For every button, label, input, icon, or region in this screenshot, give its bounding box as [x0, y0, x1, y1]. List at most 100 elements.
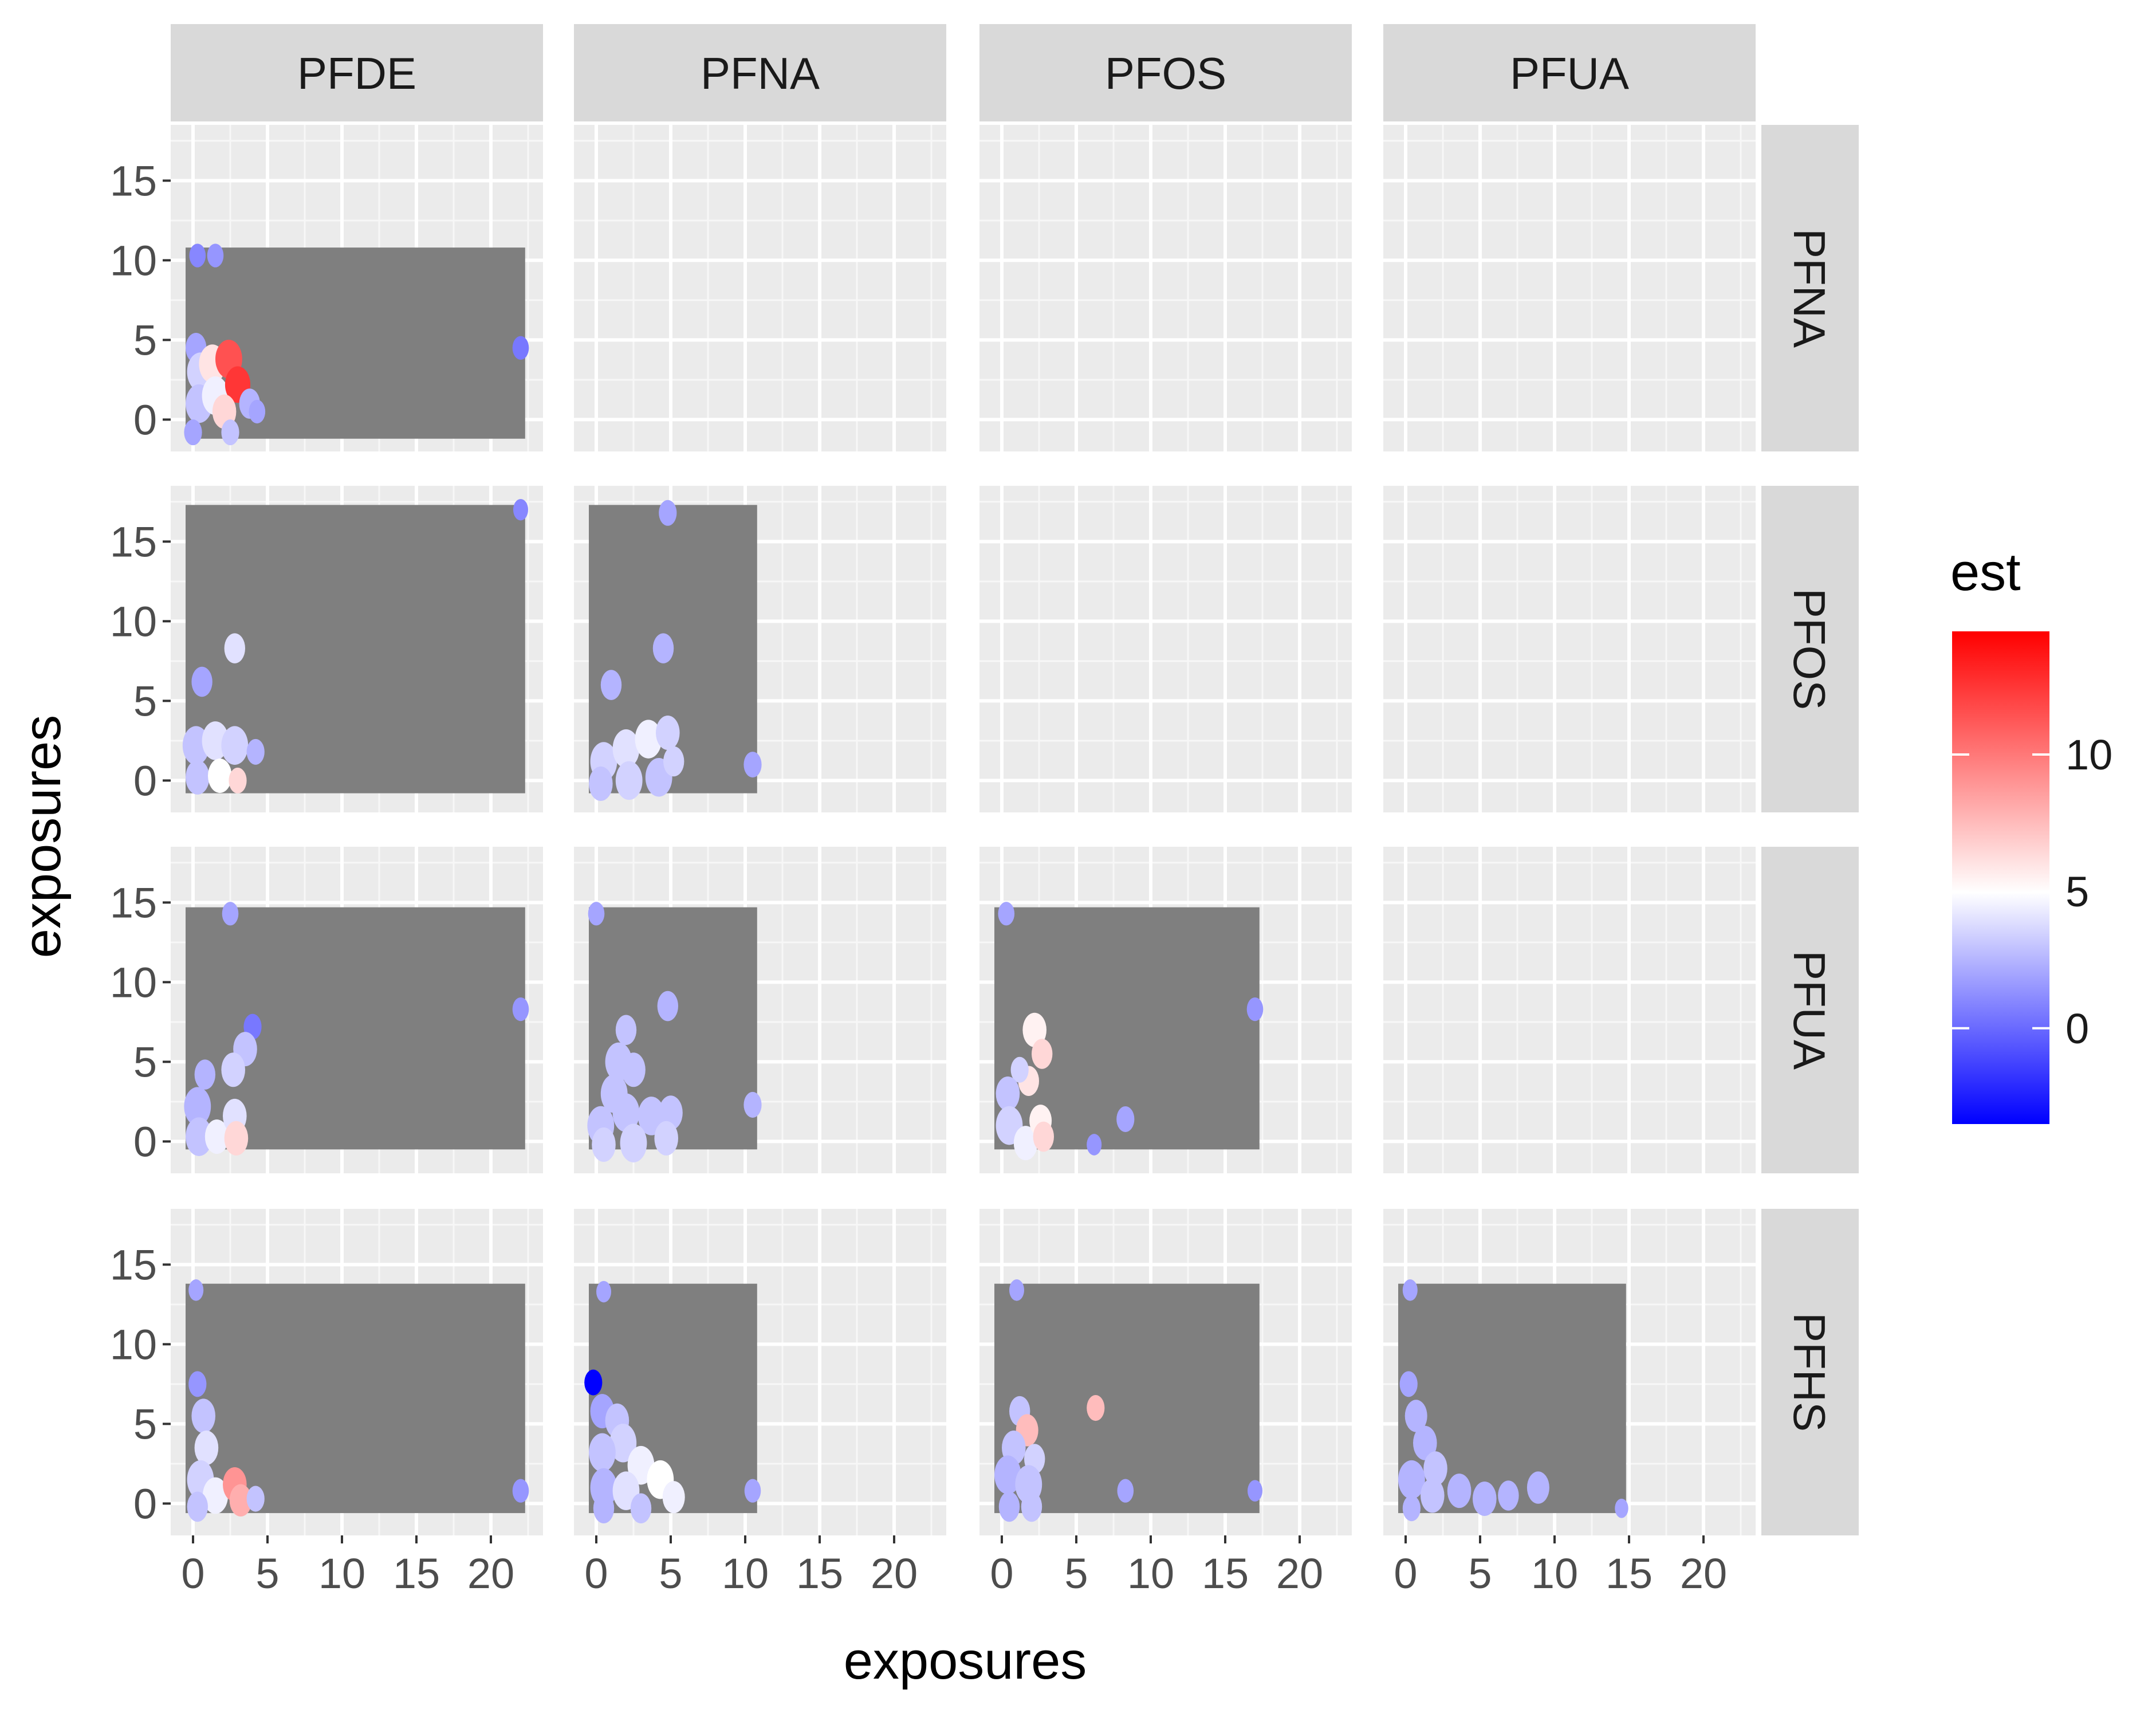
- y-tick-label: 0: [133, 396, 157, 443]
- y-axis-row-pfhs: 0 5 10 15: [110, 1241, 171, 1527]
- heat-cell: [194, 1431, 219, 1466]
- heat-cell: [662, 1481, 685, 1514]
- heat-cell: [229, 767, 247, 793]
- heat-cell: [189, 243, 206, 268]
- row-strip-label: PFOS: [1784, 588, 1835, 710]
- panel-background: [574, 125, 946, 451]
- heat-cell: [249, 399, 266, 424]
- panel-pfua-pfos: [1383, 486, 1756, 812]
- heat-cell: [204, 1119, 229, 1154]
- heat-cell: [221, 1052, 246, 1087]
- panel-pfna-pfna: [574, 125, 946, 451]
- x-tick-label: 10: [722, 1550, 769, 1597]
- row-strip-pfna: PFNA: [1761, 125, 1859, 451]
- heat-cell: [998, 902, 1015, 926]
- heat-cell: [1117, 1479, 1134, 1503]
- heat-cell: [207, 243, 224, 268]
- heat-cell: [744, 1479, 761, 1503]
- x-tick-label: 0: [584, 1550, 608, 1597]
- heat-cell: [186, 760, 210, 795]
- heat-cell: [246, 1486, 265, 1512]
- y-tick-label: 5: [133, 677, 157, 725]
- y-axis-row-pfna: 0 5 10 15: [110, 157, 171, 443]
- panel-background: [1383, 486, 1756, 812]
- heat-cell: [1473, 1482, 1497, 1516]
- y-tick-label: 0: [133, 1118, 157, 1165]
- x-axis-col-pfna: 0 5 10 15 20: [584, 1535, 918, 1597]
- heat-cell: [621, 1052, 646, 1087]
- heat-cell: [615, 761, 643, 800]
- y-tick-label: 0: [133, 757, 157, 804]
- strip-background: [1761, 486, 1859, 812]
- data-layer-pfde-pfos: [182, 498, 528, 795]
- heat-cell: [1404, 1400, 1427, 1432]
- x-tick-label: 20: [1276, 1550, 1323, 1597]
- x-tick-label: 15: [1606, 1550, 1653, 1597]
- legend-tick-label: 5: [2065, 868, 2089, 916]
- data-layer-pfde-pfna: [184, 243, 529, 446]
- x-tick-label: 5: [255, 1550, 279, 1597]
- column-strip-label: PFDE: [297, 48, 416, 99]
- y-tick-label: 5: [133, 1038, 157, 1086]
- heat-cell: [589, 1433, 616, 1472]
- heat-cell: [1087, 1134, 1102, 1156]
- y-axis-row-pfua: 0 5 10 15: [110, 879, 171, 1165]
- x-tick-label: 10: [1531, 1550, 1578, 1597]
- heat-cell: [620, 1123, 647, 1162]
- column-strip-label: PFOS: [1105, 48, 1226, 99]
- heat-cell: [612, 1093, 640, 1133]
- y-tick-label: 10: [110, 598, 157, 645]
- x-tick-label: 5: [1468, 1550, 1492, 1597]
- x-axis-col-pfos: 0 5 10 15 20: [990, 1535, 1323, 1597]
- legend-tick-label: 10: [2065, 731, 2112, 779]
- heat-cell: [229, 1484, 252, 1516]
- column-strip-label: PFNA: [701, 48, 820, 99]
- heat-cell: [589, 766, 613, 801]
- y-tick-label: 15: [110, 879, 157, 926]
- row-strip-pfos: PFOS: [1761, 486, 1859, 812]
- legend: est 0 5 10: [1950, 543, 2112, 1124]
- column-strip-pfua: PFUA: [1383, 24, 1756, 121]
- heat-cell: [202, 1477, 229, 1514]
- heat-cell: [1526, 1471, 1549, 1504]
- column-strip-label: PFUA: [1510, 48, 1629, 99]
- heat-cell: [1615, 1498, 1628, 1518]
- column-strip-pfde: PFDE: [171, 24, 543, 121]
- heat-cell: [188, 1371, 207, 1397]
- y-tick-label: 15: [110, 157, 157, 205]
- heat-cell: [224, 633, 245, 663]
- panel-background: [1383, 125, 1756, 451]
- panel-grid: [171, 125, 1756, 1535]
- data-layer-pfde-pfua: [184, 902, 529, 1156]
- heat-cell: [184, 419, 202, 446]
- panel-pfos-pfos: [979, 486, 1352, 812]
- heat-cell: [1087, 1395, 1105, 1421]
- y-tick-label: 15: [110, 1241, 157, 1288]
- heat-cell: [1033, 1121, 1055, 1152]
- x-tick-label: 10: [318, 1550, 365, 1597]
- strip-background: [1383, 24, 1756, 121]
- heat-cell: [600, 670, 622, 700]
- strip-background: [171, 24, 543, 121]
- heat-cell: [996, 1076, 1020, 1111]
- panel-background: [979, 125, 1352, 451]
- panel-background: [1383, 847, 1756, 1173]
- heat-cell: [743, 752, 762, 778]
- x-tick-label: 15: [1202, 1550, 1249, 1597]
- y-axis-row-pfos: 0 5 10 15: [110, 518, 171, 804]
- heat-cell: [596, 1280, 611, 1303]
- data-layer-pfua-pfhs: [1398, 1279, 1628, 1522]
- data-layer-pfos-pfhs: [994, 1279, 1262, 1522]
- heat-cell: [1009, 1279, 1024, 1301]
- y-tick-label: 5: [133, 316, 157, 364]
- heat-cell: [584, 1369, 603, 1396]
- heat-cell: [1402, 1495, 1421, 1522]
- row-strips: PFNA PFOS PFUA PFHS: [1761, 125, 1859, 1535]
- heat-cell: [994, 1455, 1021, 1495]
- x-axis-col-pfde: 0 5 10 15 20: [181, 1535, 514, 1597]
- heat-cell: [1399, 1371, 1418, 1397]
- data-layer-pfna-pfhs: [584, 1280, 761, 1524]
- x-axes: 0 5 10 15 20 0 5 10 15 20 0 5 10 15 20 0 5 10 15 20: [181, 1535, 1727, 1597]
- heat-cell: [194, 1059, 215, 1090]
- heat-cell: [588, 902, 605, 926]
